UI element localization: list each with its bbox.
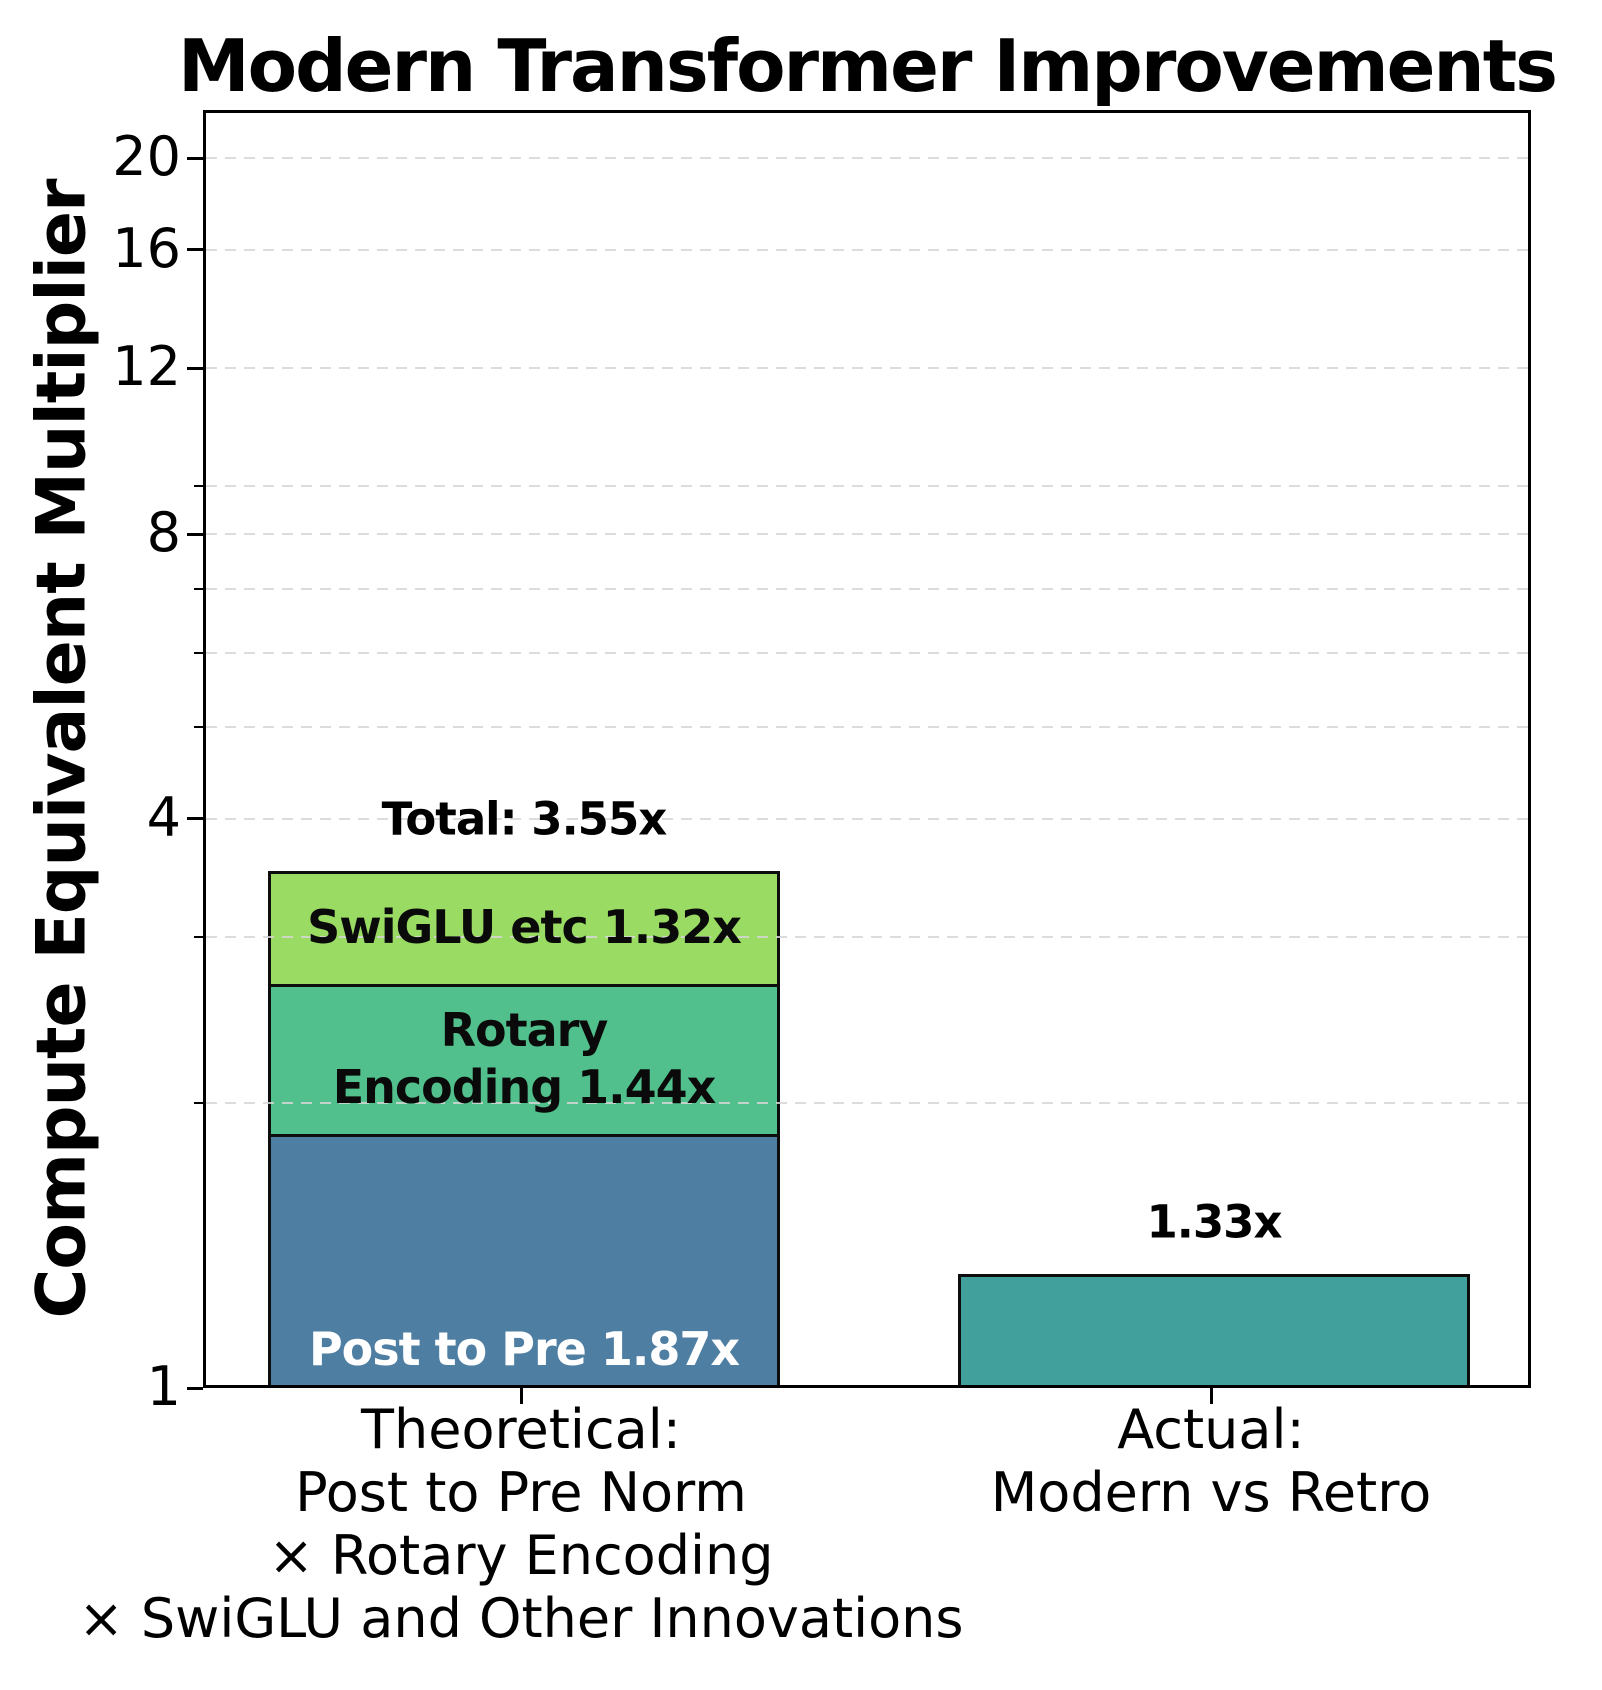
- y-major-tick-4: [187, 817, 203, 821]
- y-major-tick-1: [187, 1386, 203, 1390]
- y-tick-label-12: 12: [112, 335, 181, 399]
- gridline-y-5: [206, 726, 1528, 729]
- y-minor-tick-2: [194, 1102, 203, 1105]
- chart-title: Modern Transformer Improvements: [178, 24, 1558, 108]
- y-minor-tick-6: [194, 651, 203, 654]
- bar-theoretical: [268, 870, 780, 1385]
- gridline-y-20: [206, 157, 1528, 160]
- gridline-y-6: [206, 651, 1528, 654]
- bar-segment-post-to-pre: [271, 1134, 777, 1385]
- bar-segment-label-post-to-pre: Post to Pre 1.87x: [308, 1322, 740, 1376]
- x-tick-actual: [1209, 1388, 1213, 1404]
- total-label: Total: 3.55x: [381, 792, 668, 846]
- y-major-tick-16: [187, 248, 203, 252]
- y-minor-tick-7: [194, 588, 203, 591]
- plot-area: Post to Pre 1.87x Rotary Encoding 1.44x Swi…: [203, 110, 1531, 1388]
- gridline-y-7: [206, 588, 1528, 591]
- bar-segment-swiglu-etc: [271, 873, 777, 985]
- x-tick-label-actual: Actual: Modern vs Retro: [990, 1398, 1432, 1524]
- gridline-y-9: [206, 485, 1528, 488]
- y-tick-label-1: 1: [146, 1355, 181, 1418]
- y-minor-tick-5: [194, 726, 203, 729]
- y-tick-label-4: 4: [146, 785, 181, 849]
- x-tick-theoretical: [519, 1388, 523, 1404]
- y-major-tick-12: [187, 366, 203, 370]
- gridline-y-2: [206, 1102, 1528, 1105]
- y-tick-label-20: 20: [112, 125, 181, 189]
- bar-segment-label-rotary-encoding: Rotary Encoding 1.44x: [332, 1003, 717, 1115]
- y-major-tick-20: [187, 156, 203, 160]
- y-minor-tick-9: [194, 485, 203, 488]
- gridline-y-4: [206, 817, 1528, 820]
- y-major-tick-8: [187, 532, 203, 536]
- gridline-y-8: [206, 533, 1528, 536]
- bar-segment-rotary-encoding: [271, 984, 777, 1135]
- gridline-y-12: [206, 367, 1528, 370]
- y-tick-label-16: 16: [112, 216, 181, 280]
- x-tick-label-theoretical: Theoretical: Post to Pre Norm × Rotary Enc…: [78, 1398, 964, 1650]
- gridline-y-16: [206, 248, 1528, 251]
- bar-actual: [958, 1273, 1470, 1385]
- y-tick-label-8: 8: [146, 501, 181, 565]
- y-minor-tick-3: [194, 936, 203, 939]
- value-label-actual: 1.33x: [1146, 1195, 1282, 1249]
- gridline-y-3: [206, 936, 1528, 939]
- bar-segment-label-swiglu-etc: SwiGLU etc 1.32x: [307, 900, 742, 955]
